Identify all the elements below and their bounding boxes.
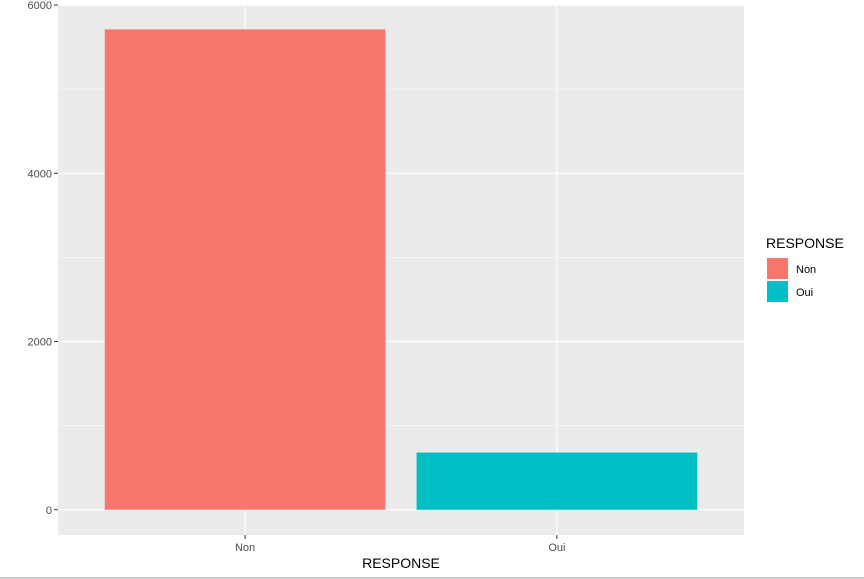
- y-tick-label: 2000: [28, 337, 52, 349]
- y-tick-label: 0: [46, 505, 52, 517]
- x-axis-title: RESPONSE: [362, 555, 440, 571]
- bar-oui: [416, 452, 698, 510]
- bar-non: [104, 29, 386, 510]
- legend-label-oui: Oui: [796, 287, 813, 299]
- legend-swatch-non: [767, 258, 788, 279]
- legend-title: RESPONSE: [766, 235, 844, 251]
- legend-label-non: Non: [796, 264, 816, 276]
- x-tick-label: Non: [235, 542, 255, 554]
- y-tick-label: 4000: [28, 168, 52, 180]
- y-axis: 0 2000 4000 6000: [28, 0, 58, 517]
- x-axis: Non Oui: [235, 535, 565, 554]
- y-tick-label: 6000: [28, 0, 52, 12]
- legend-swatch-oui: [767, 281, 788, 302]
- legend: RESPONSE Non Oui: [766, 235, 844, 302]
- x-tick-label: Oui: [548, 542, 565, 554]
- bars: [104, 29, 698, 510]
- bottom-rule: [0, 577, 864, 579]
